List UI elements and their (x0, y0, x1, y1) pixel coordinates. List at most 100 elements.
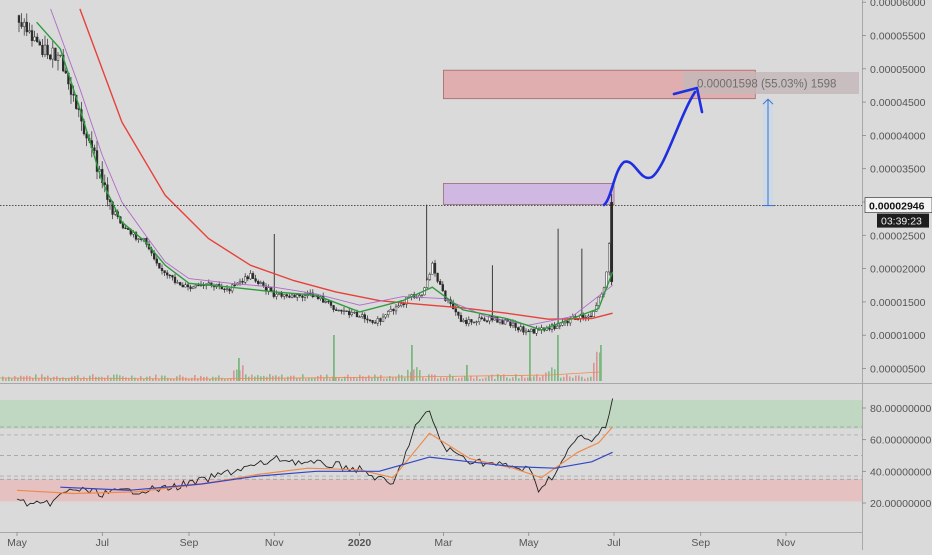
volume-bar (152, 378, 154, 381)
measure-arrowhead (762, 98, 774, 105)
volume-bar (161, 375, 163, 381)
candle-body (566, 321, 569, 324)
volume-bar (332, 376, 334, 381)
volume-bar (23, 376, 25, 381)
volume-bar (119, 375, 121, 381)
candle-body (285, 294, 288, 297)
volume-bar (296, 377, 298, 381)
candle-body (168, 274, 171, 277)
candle-body (348, 310, 351, 316)
volume-bar (407, 369, 409, 381)
volume-bar (305, 378, 307, 381)
candle-body (488, 315, 491, 322)
volume-bar (218, 375, 220, 381)
volume-bar (38, 378, 40, 381)
volume-bar (41, 374, 43, 381)
candle-body (72, 94, 75, 96)
volume-bar (569, 376, 571, 381)
volume-bar (242, 365, 244, 381)
time-tick-label: Sep (180, 537, 199, 549)
volume-bar (65, 378, 67, 381)
candle-body (535, 328, 538, 334)
volume-bar (560, 377, 562, 381)
oscillator-tick-label: 20.00000000 (870, 498, 931, 510)
candle-body (251, 273, 255, 279)
candle-body (189, 286, 192, 289)
price-axis: 0.00000500 0.00001000 0.00001500 0.00002000… (862, 0, 932, 376)
price-tick-label: 0.00002500 (870, 230, 926, 242)
volume-bar (53, 376, 55, 381)
volume-bar (509, 378, 511, 381)
volume-bar (197, 378, 199, 381)
candle-body (280, 292, 283, 297)
volume-bar (269, 374, 271, 381)
candle-body (51, 47, 54, 60)
volume-bar (536, 374, 538, 381)
ma-red-line (79, 8, 613, 320)
volume-ma-line (0, 371, 601, 380)
volume-bar (476, 376, 478, 381)
candle-body (158, 262, 161, 269)
candle-body (155, 258, 158, 264)
candle-body (288, 295, 291, 298)
candle-body (355, 311, 359, 318)
volume-bar (164, 375, 166, 381)
volume-bar (188, 378, 190, 381)
candle-body (259, 282, 262, 284)
volume-bar (395, 377, 397, 381)
candle-body (462, 320, 465, 322)
volume-bar (155, 374, 157, 381)
volume-bar (344, 376, 346, 381)
countdown-tag (877, 213, 929, 228)
candle-body (329, 301, 333, 306)
volume-bar (200, 375, 202, 381)
volume-bar (512, 377, 514, 381)
volume-bar (329, 378, 331, 381)
candle-body (114, 211, 117, 215)
volume-bar (437, 378, 439, 381)
candle-body (498, 319, 502, 323)
oscillator-signal-line (16, 426, 614, 495)
volume-bar (236, 369, 238, 381)
candle-body (56, 54, 60, 61)
candle-body (485, 320, 489, 322)
volume-bar (443, 377, 445, 381)
candle-body (509, 321, 512, 327)
time-tick-label: Mar (434, 537, 453, 549)
candle-body (163, 270, 166, 274)
candle-body (298, 294, 301, 297)
candle-body (36, 36, 39, 43)
candle-body (457, 311, 460, 316)
candle-body (28, 30, 31, 33)
volume-bar (464, 376, 466, 381)
candle-body (296, 294, 299, 298)
candle-body (418, 295, 421, 298)
candle-body (30, 30, 34, 41)
candle-body (452, 303, 455, 310)
candle-body (293, 294, 296, 298)
candle-body (64, 70, 67, 74)
volume-bar (59, 378, 61, 381)
candle-body (522, 326, 525, 333)
volume-bar (398, 374, 400, 381)
candle-body (517, 327, 520, 331)
candle-body (459, 315, 463, 322)
candle-body (25, 21, 28, 33)
volume-bar (134, 377, 136, 381)
candle-body (433, 262, 437, 274)
volume-bar (308, 378, 310, 381)
volume-bar (29, 376, 31, 381)
candle-body (225, 288, 229, 290)
volume-bar (245, 374, 247, 381)
volume-bar (377, 377, 379, 381)
volume-bar (422, 377, 424, 381)
candle-body (59, 54, 62, 57)
volume-bar (86, 378, 88, 381)
candle-body (20, 22, 23, 27)
candle-body (257, 280, 260, 284)
candle-body (33, 36, 36, 41)
candle-body (134, 232, 138, 240)
volume-bar (371, 377, 373, 381)
current-price-tag (864, 197, 932, 213)
